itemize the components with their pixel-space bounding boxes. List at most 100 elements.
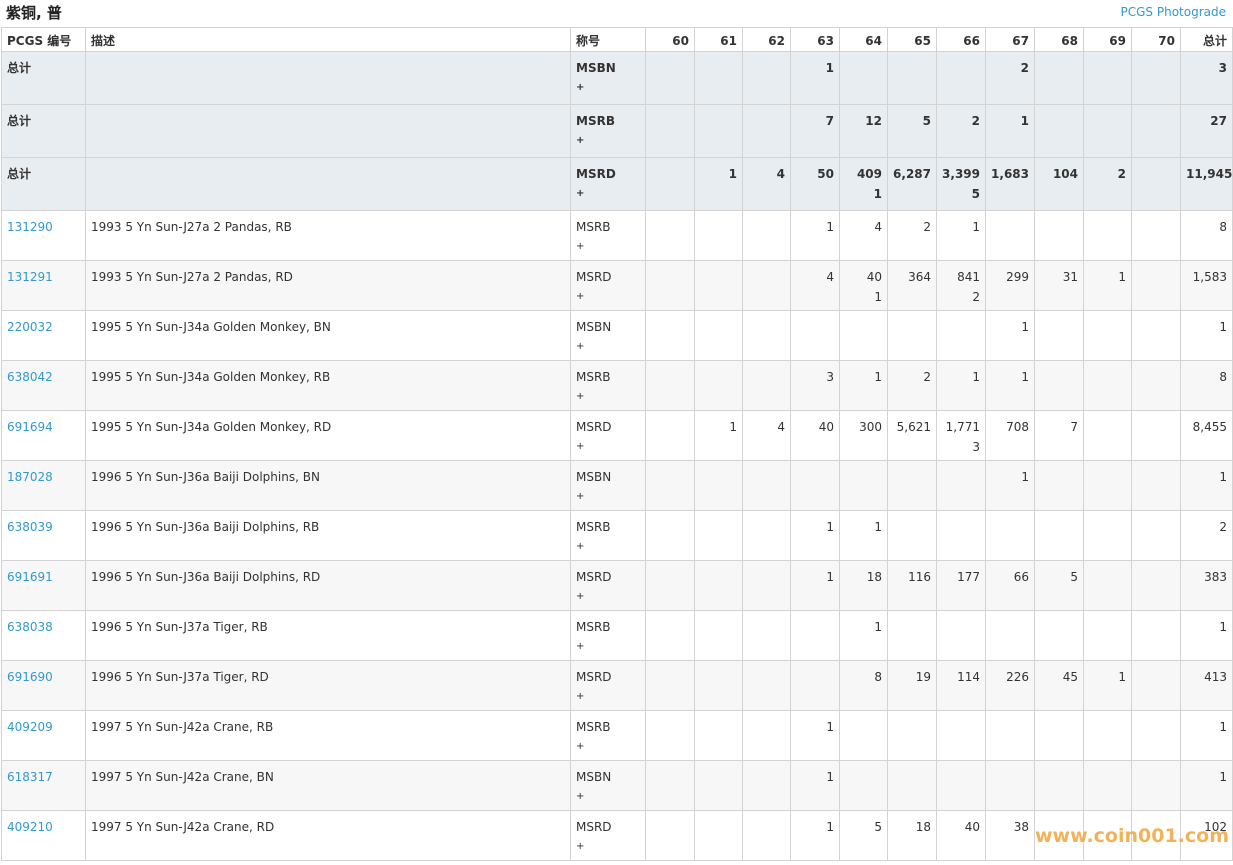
pcgs-id-link[interactable]: 638038 [7,620,53,634]
total-cell: 383 [1180,560,1233,611]
empty-cell [694,810,743,861]
total-cell: 8,455 [1180,410,1233,461]
pcgs-id-link[interactable]: 618317 [7,770,53,784]
plus-sign: + [576,241,585,252]
empty-cell [742,610,791,661]
coin-row: 409209 1997 5 Yn Sun-J42a Crane, RB MSRB +1… [1,710,1233,761]
pcgs-id-link[interactable]: 220032 [7,320,53,334]
empty-cell [694,360,743,411]
empty-cell [985,210,1035,261]
empty-cell [645,260,695,311]
empty-cell [742,760,791,811]
empty-cell [694,260,743,311]
total-cell: 8 [1180,210,1233,261]
count-cell: 31 [1034,260,1084,311]
count-cell: 4 [790,260,840,311]
total-cell: 1 [1180,310,1233,361]
column-header: 61 [694,27,743,52]
empty-cell [1083,104,1132,158]
empty-cell [694,560,743,611]
count-cell: 5,621 [887,410,937,461]
pcgs-id-link[interactable]: 131290 [7,220,53,234]
plus-sign: + [576,641,585,652]
count-cell: 50 [790,157,840,211]
empty-cell [694,760,743,811]
column-header: 63 [790,27,840,52]
empty-cell [1131,260,1181,311]
empty-cell [839,310,888,361]
total-cell: 1,583 [1180,260,1233,311]
description: 1997 5 Yn Sun-J42a Crane, RB [85,710,571,761]
id-cell: 187028 [1,460,86,511]
count-cell: 1 [936,210,986,261]
empty-cell [645,210,695,261]
empty-cell [742,510,791,561]
count-cell: 2 [985,51,1035,105]
count-cell: 114 [936,660,986,711]
column-header: 70 [1131,27,1181,52]
count-cell: 40 [936,810,986,861]
empty-cell [85,104,571,158]
pcgs-id-link[interactable]: 691690 [7,670,53,684]
pcgs-id-link[interactable]: 691694 [7,420,53,434]
total-cell: 2 [1180,510,1233,561]
empty-cell [1131,460,1181,511]
column-header: 描述 [85,27,571,52]
empty-cell [839,710,888,761]
plus-sign: + [576,691,585,702]
empty-cell [645,660,695,711]
designation: MSRD [576,820,612,834]
empty-cell [936,610,986,661]
pcgs-id-link[interactable]: 131291 [7,270,53,284]
designation: MSBN [576,320,612,334]
count-cell: 1 [694,410,743,461]
designation: MSRB [576,520,611,534]
count-cell: 6,287 [887,157,937,211]
empty-cell [742,560,791,611]
pcgs-id-link[interactable]: 691691 [7,570,53,584]
count-cell: 364 [887,260,937,311]
empty-cell [742,660,791,711]
pcgs-id-link[interactable]: 409210 [7,820,53,834]
designation-cell: MSRD + [570,810,646,861]
empty-cell [694,51,743,105]
count-cell: 1,683 [985,157,1035,211]
count-cell: 1 [839,510,888,561]
pcgs-id-link[interactable]: 187028 [7,470,53,484]
empty-cell [887,710,937,761]
photograde-link[interactable]: PCGS Photograde [1120,5,1226,19]
designation-cell: MSBN + [570,460,646,511]
pcgs-id-link[interactable]: 638042 [7,370,53,384]
id-cell: 638039 [1,510,86,561]
pcgs-id-link[interactable]: 638039 [7,520,53,534]
coin-row: 220032 1995 5 Yn Sun-J34a Golden Monkey, … [1,310,1233,361]
empty-cell [1083,51,1132,105]
total-cell: 102 [1180,810,1233,861]
count-cell: 1 [839,610,888,661]
empty-cell [645,157,695,211]
id-cell: 220032 [1,310,86,361]
plus-sign: + [576,441,585,452]
pcgs-id-link[interactable]: 409209 [7,720,53,734]
empty-cell [1083,410,1132,461]
empty-cell [985,510,1035,561]
plus-sign: + [576,791,585,802]
count-cell: 226 [985,660,1035,711]
empty-cell [887,760,937,811]
empty-cell [985,760,1035,811]
designation: MSRD [576,270,612,284]
empty-cell [1083,610,1132,661]
empty-cell [742,51,791,105]
coin-row: 131290 1993 5 Yn Sun-J27a 2 Pandas, RB MSR… [1,210,1233,261]
description: 1996 5 Yn Sun-J36a Baiji Dolphins, RD [85,560,571,611]
count-cell: 3 [790,360,840,411]
empty-cell [1083,560,1132,611]
plus-sign: + [576,391,585,402]
page-title: 紫铜, 普 [6,4,62,22]
total-label: 总计 [1,104,86,158]
empty-cell [742,810,791,861]
count-cell: 45 [1034,660,1084,711]
empty-cell [1131,210,1181,261]
empty-cell [1083,710,1132,761]
